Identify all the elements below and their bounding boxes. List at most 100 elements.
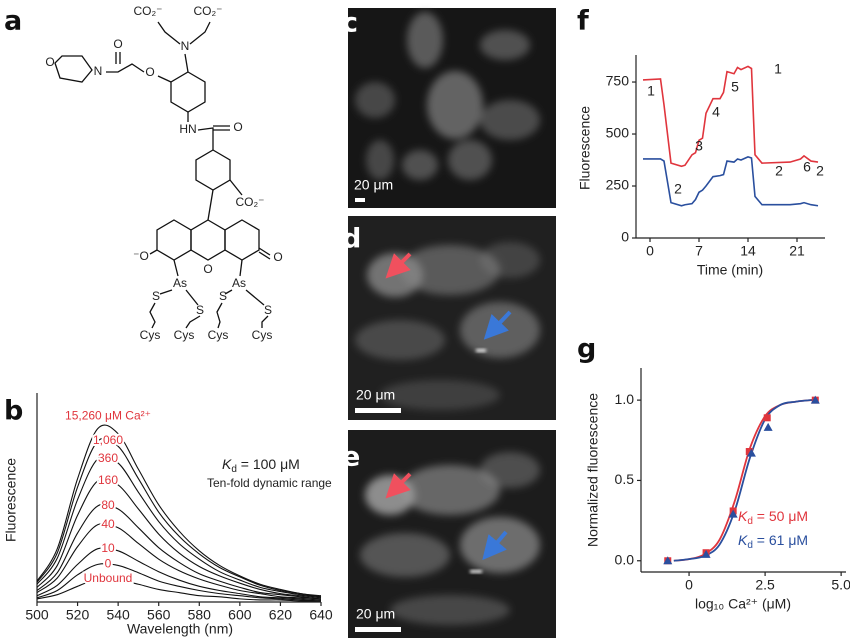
- annotation: 3: [695, 138, 703, 154]
- kd-label: Kd = 100 μM: [222, 456, 300, 475]
- series-label: 10: [101, 541, 115, 555]
- scale-bar-label: 20 μm: [354, 177, 393, 193]
- x-tick-label: 640: [309, 607, 333, 623]
- kd-symbol: K: [222, 456, 232, 472]
- atom-label: S: [219, 289, 227, 303]
- series-label: Unbound: [84, 571, 133, 585]
- kd-label: Kd = 50 μM: [738, 508, 808, 527]
- annotation: Ten-fold dynamic range: [207, 476, 332, 490]
- point: [701, 549, 711, 558]
- series-label: 80: [101, 498, 115, 512]
- atom-label: S: [196, 303, 204, 317]
- y-tick-label: 0: [621, 229, 629, 245]
- point: [763, 414, 771, 422]
- x-tick-label: 7: [695, 243, 703, 259]
- x-tick-label: 21: [789, 243, 805, 259]
- series-line: [642, 65, 819, 168]
- point: [728, 509, 738, 518]
- x-axis-label: Time (min): [697, 262, 763, 278]
- atom-label: Cys: [208, 328, 229, 342]
- y-tick-label: 0.5: [615, 471, 635, 487]
- annotation: 1: [647, 83, 655, 99]
- panel-label: f: [577, 6, 589, 37]
- panel-label: b: [4, 396, 23, 427]
- annotation: 4: [712, 104, 720, 120]
- x-tick-label: 500: [25, 607, 49, 623]
- atom-label: S: [152, 289, 160, 303]
- structure-bonds: [54, 21, 271, 329]
- atom-label: As: [232, 276, 246, 290]
- panel-label: e: [342, 442, 360, 473]
- series-line: [36, 547, 322, 601]
- atom-label: O: [45, 55, 54, 69]
- y-tick-label: 0.0: [615, 551, 635, 567]
- atom-label: Cys: [140, 328, 161, 342]
- atom-label: Cys: [252, 328, 273, 342]
- panel-label: c: [342, 8, 358, 39]
- kd-text: = 50 μM: [753, 508, 808, 524]
- panel-label: a: [4, 6, 22, 37]
- point: [745, 448, 753, 456]
- micrograph-c: [348, 8, 556, 208]
- annotation: 2: [775, 163, 783, 179]
- series-line: [36, 437, 322, 598]
- annotation: 6: [803, 159, 811, 175]
- point: [763, 422, 773, 431]
- kd-symbol: K: [738, 532, 748, 548]
- series-label: 15,260 μM Ca²⁺: [65, 409, 151, 423]
- x-tick-label: 520: [66, 607, 90, 623]
- y-tick-label: 500: [606, 125, 630, 141]
- atom-label: CO₂⁻: [236, 195, 265, 209]
- kd-subscript: d: [231, 464, 237, 475]
- scale-bar-label: 20 μm: [356, 387, 395, 403]
- x-tick-label: 14: [740, 243, 756, 259]
- annotation: 1: [774, 61, 782, 77]
- series-line: [36, 578, 322, 602]
- atom-label: O: [233, 120, 242, 134]
- y-axis-label: Normalized fluorescence: [585, 393, 601, 547]
- x-tick-label: 580: [188, 607, 212, 623]
- x-tick-label: 620: [269, 607, 293, 623]
- annotation: 5: [731, 79, 739, 95]
- series-label: 360: [98, 451, 118, 465]
- fit-line: [673, 399, 817, 562]
- atom-label: O: [203, 262, 212, 276]
- point: [810, 395, 820, 404]
- panel-label: d: [342, 224, 361, 255]
- point: [746, 448, 756, 457]
- atom-label: Cys: [174, 328, 195, 342]
- kd-symbol: K: [738, 508, 748, 524]
- series-label: 1,060: [93, 433, 123, 447]
- atom-label: CO₂⁻: [134, 4, 163, 18]
- x-axis-label: log₁₀ Ca²⁺ (μM): [695, 596, 791, 612]
- atom-label: O: [145, 65, 154, 79]
- series-line: [36, 563, 322, 602]
- y-axis-label: Fluorescence: [577, 106, 593, 190]
- x-tick-label: 600: [228, 607, 252, 623]
- atom-label: As: [173, 276, 187, 290]
- series-label: 160: [98, 473, 118, 487]
- series-line: [36, 522, 322, 600]
- y-axis-label: Fluorescence: [3, 458, 19, 542]
- micrograph-e: [348, 430, 556, 638]
- atom-label: HN: [179, 122, 196, 136]
- kd-subscript: d: [747, 516, 753, 527]
- micrograph-d: [348, 216, 556, 420]
- annotation: 2: [674, 181, 682, 197]
- x-tick-label: 2.5: [755, 577, 775, 593]
- atom-label: N: [181, 39, 190, 53]
- kd-subscript: d: [747, 540, 753, 551]
- atom-label: O: [113, 37, 122, 51]
- x-tick-label: 5.0: [831, 577, 850, 593]
- annotation: 2: [816, 163, 824, 179]
- scale-bar-label: 20 μm: [356, 606, 395, 622]
- atom-label: O: [273, 250, 282, 264]
- x-tick-label: 540: [106, 607, 130, 623]
- atom-label: CO₂⁻: [194, 4, 223, 18]
- y-tick-label: 1.0: [615, 391, 635, 407]
- series-line: [36, 478, 322, 599]
- series-line: [36, 455, 322, 598]
- x-axis-label: Wavelength (nm): [127, 621, 233, 637]
- y-tick-label: 750: [606, 73, 630, 89]
- series-line: [36, 503, 322, 600]
